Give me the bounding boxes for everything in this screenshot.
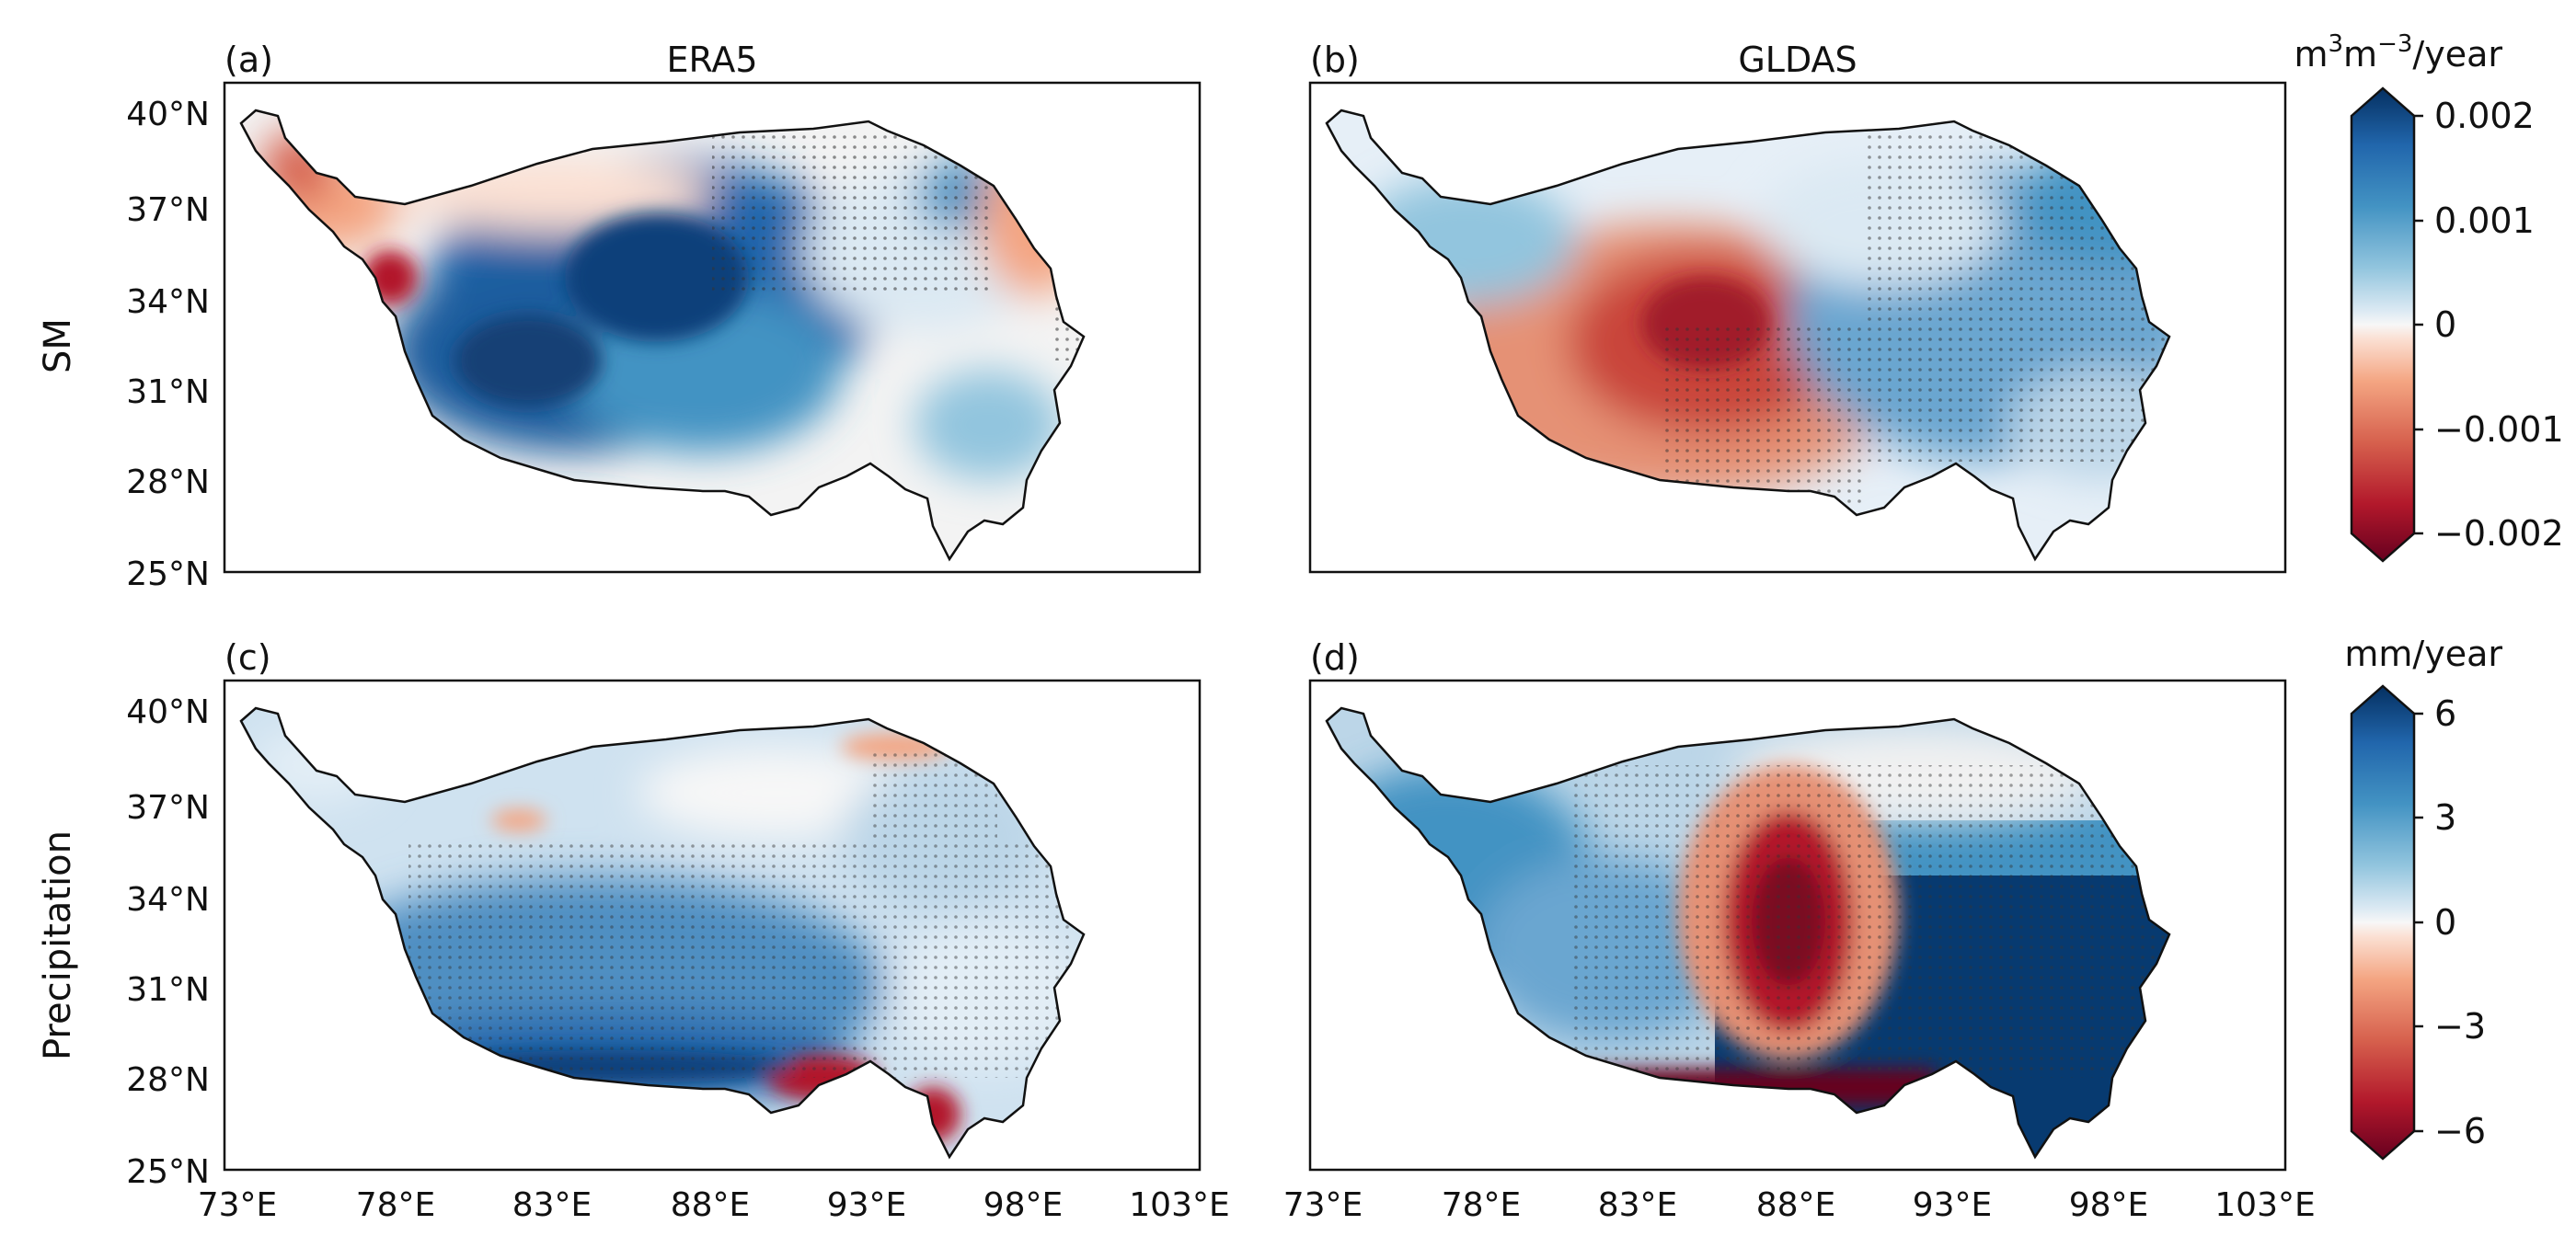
lat-tick-label: 31°N (126, 373, 210, 411)
colorbar-sm-unit: m3m−3/year (2294, 30, 2502, 74)
colorbar-precip-tick: 6 (2434, 693, 2456, 734)
lon-tick-label: 83°E (512, 1186, 592, 1224)
panel-a: (a) ERA5 (223, 40, 1202, 574)
lat-tick-label: 37°N (126, 789, 210, 827)
lon-tick-label: 93°E (1913, 1186, 1993, 1224)
lon-tick-label: 78°E (1442, 1186, 1522, 1224)
lon-ticks-left: 73°E 78°E 83°E 88°E 93°E 98°E 103°E (198, 1186, 1230, 1224)
lat-tick-label: 28°N (126, 464, 210, 501)
lat-tick-label: 40°N (126, 96, 210, 133)
lon-tick-label: 103°E (1129, 1186, 1229, 1224)
lat-tick-label: 31°N (126, 971, 210, 1009)
lon-tick-label: 88°E (1756, 1186, 1836, 1224)
lon-tick-label: 93°E (827, 1186, 907, 1224)
lon-tick-label: 98°E (2069, 1186, 2149, 1224)
colorbar-precip-unit: mm/year (2344, 634, 2502, 674)
colorbar-precip: mm/year 6 3 0 −3 −6 (2344, 634, 2502, 1161)
lon-ticks-right: 73°E 78°E 83°E 88°E 93°E 98°E 103°E (1283, 1186, 2316, 1224)
colorbar-sm-tick: 0.001 (2434, 200, 2535, 241)
panel-d-label: (d) (1310, 637, 1360, 678)
lat-tick-label: 40°N (126, 693, 210, 731)
panel-c-label: (c) (224, 637, 271, 678)
panel-b-label: (b) (1310, 40, 1360, 80)
lat-tick-label: 34°N (126, 881, 210, 919)
lat-tick-label: 34°N (126, 283, 210, 321)
lat-ticks-top: 40°N 37°N 34°N 31°N 28°N 25°N (126, 96, 210, 593)
colorbar-sm-tick: 0 (2434, 304, 2456, 345)
lat-tick-label: 37°N (126, 191, 210, 229)
colorbar-precip-tick: −6 (2434, 1111, 2486, 1151)
lon-tick-label: 88°E (671, 1186, 751, 1224)
panel-b-title: GLDAS (1738, 40, 1857, 80)
row-label-sm: SM (37, 318, 79, 373)
panel-a-label: (a) (224, 40, 273, 80)
lon-tick-label: 73°E (1283, 1186, 1363, 1224)
panel-d: (d) (1308, 637, 2287, 1172)
lat-tick-label: 25°N (126, 1153, 210, 1191)
lon-tick-label: 98°E (983, 1186, 1064, 1224)
colorbar-precip-bar (2350, 684, 2416, 1161)
panel-a-title: ERA5 (666, 40, 757, 80)
lon-tick-label: 78°E (356, 1186, 436, 1224)
lon-tick-label: 83°E (1598, 1186, 1678, 1224)
lat-tick-label: 25°N (126, 555, 210, 593)
colorbar-precip-tick: 3 (2434, 797, 2456, 838)
lat-ticks-bottom: 40°N 37°N 34°N 31°N 28°N 25°N (126, 693, 210, 1191)
row-label-precipitation: Precipitation (37, 830, 79, 1060)
lon-tick-label: 103°E (2214, 1186, 2315, 1224)
panel-b: (b) GLDAS (1308, 40, 2287, 574)
lon-tick-label: 73°E (198, 1186, 278, 1224)
colorbar-sm-tick: −0.001 (2434, 409, 2564, 450)
colorbar-sm-tick: −0.002 (2434, 513, 2564, 554)
colorbar-precip-tick: 0 (2434, 902, 2456, 943)
lat-tick-label: 28°N (126, 1061, 210, 1099)
colorbar-sm-tick: 0.002 (2434, 96, 2535, 136)
colorbar-precip-tick: −3 (2434, 1006, 2486, 1047)
colorbar-sm: m3m−3/year 0.002 0.001 0 −0.001 −0.002 (2294, 30, 2564, 563)
colorbar-sm-bar (2350, 86, 2416, 563)
panel-c: (c) (223, 637, 1202, 1172)
